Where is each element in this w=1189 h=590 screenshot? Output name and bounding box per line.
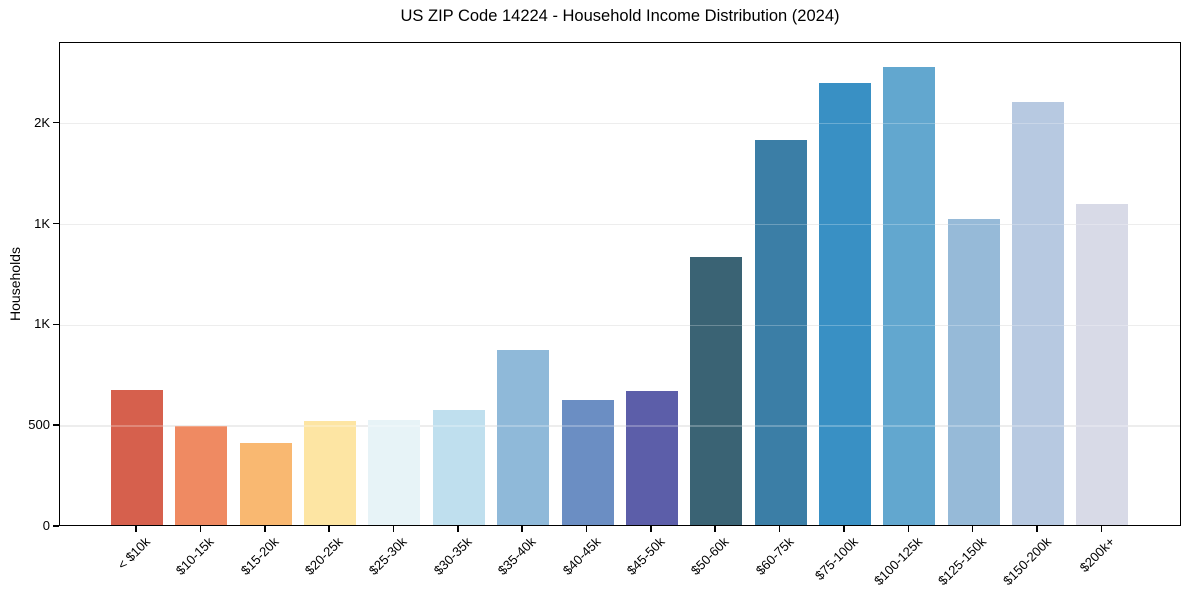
bar [625, 390, 678, 525]
gridline [60, 324, 1180, 327]
bar [239, 443, 292, 525]
y-tick-mark [53, 424, 59, 426]
x-tick-mark [843, 526, 845, 532]
x-tick-label: $150-200k [999, 534, 1054, 589]
y-axis-label: Households [7, 247, 23, 321]
x-tick-mark [907, 526, 910, 532]
gridline [60, 223, 1180, 226]
x-tick-mark [328, 526, 330, 532]
x-tick-mark [457, 526, 459, 532]
x-tick-label: $200k+ [1076, 534, 1119, 576]
x-tick-mark [1100, 526, 1103, 532]
x-tick-label: $100-125k [870, 534, 925, 589]
x-tick-label: $75-100k [811, 534, 861, 583]
y-tick-mark [53, 323, 59, 326]
bar [175, 426, 228, 525]
bar [754, 139, 807, 525]
x-tick-mark [585, 526, 588, 532]
bar [883, 67, 936, 525]
bar [497, 349, 550, 525]
x-tick-mark [778, 526, 781, 532]
gridline [60, 122, 1180, 125]
x-tick-label: $50-60k [688, 534, 732, 578]
gridline [60, 324, 1180, 327]
x-tick-label: $15-20k [237, 534, 282, 578]
x-tick-mark [971, 526, 974, 532]
x-tick-mark [1036, 526, 1038, 532]
bar [561, 399, 614, 525]
bar [432, 410, 485, 525]
x-tick-label: $10-15k [173, 534, 217, 578]
gridline [60, 425, 1180, 427]
bar [1012, 101, 1065, 525]
x-tick-label: $20-25k [301, 534, 346, 578]
y-tick-label: 0 [42, 518, 50, 533]
x-tick-label: $35-40k [494, 534, 539, 578]
y-tick-mark [53, 121, 59, 124]
bar [690, 256, 743, 525]
bar [368, 420, 421, 525]
gridline [60, 122, 1180, 125]
x-tick-mark [199, 526, 202, 532]
y-tick-label: 1K [34, 215, 50, 231]
y-tick-label: 2K [34, 114, 50, 130]
y-tick-mark [53, 222, 59, 225]
x-tick-label: $30-35k [430, 534, 475, 578]
bar [1076, 204, 1129, 525]
x-tick-label: $45-50k [623, 534, 668, 578]
x-tick-mark [714, 526, 717, 532]
x-tick-label: $125-150k [935, 534, 990, 589]
x-tick-mark [521, 526, 523, 532]
x-tick-mark [392, 526, 395, 532]
chart-title: US ZIP Code 14224 - Household Income Dis… [400, 7, 840, 25]
x-tick-label: $25-30k [366, 534, 411, 578]
bar [947, 219, 1000, 525]
plot-area [59, 42, 1181, 526]
x-tick-mark [263, 526, 266, 532]
bar [818, 83, 871, 525]
bar [111, 389, 163, 525]
y-tick-label: 500 [28, 417, 50, 433]
x-tick-label: $60-75k [752, 534, 797, 578]
x-tick-mark [135, 526, 137, 532]
x-tick-mark [650, 526, 652, 532]
bar [304, 421, 357, 525]
y-tick-mark [53, 525, 59, 527]
gridline [60, 425, 1180, 427]
y-tick-label: 1K [34, 316, 50, 332]
x-tick-label: $40-45k [559, 534, 604, 578]
gridline [60, 223, 1180, 226]
x-tick-label: < $10k [114, 534, 153, 573]
